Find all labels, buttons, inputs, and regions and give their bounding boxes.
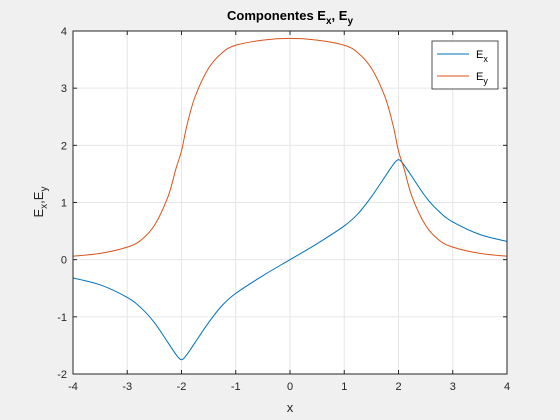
x-tick-label: 0 bbox=[287, 381, 293, 393]
x-tick-label: -3 bbox=[122, 381, 132, 393]
y-tick-label: 2 bbox=[61, 140, 67, 152]
x-tick-label: 4 bbox=[504, 381, 510, 393]
x-axis-label: x bbox=[287, 400, 294, 415]
tick-labels: -4 -3 -2 -1 0 1 2 3 4 -2 -1 0 1 2 3 4 bbox=[57, 26, 510, 393]
y-axis-label: Ex,Ey bbox=[31, 187, 50, 218]
x-tick-label: -1 bbox=[231, 381, 241, 393]
x-tick-label: 2 bbox=[395, 381, 401, 393]
tick-marks bbox=[72, 30, 508, 375]
chart-title-sub-x: x bbox=[326, 16, 332, 27]
y-tick-label: -2 bbox=[57, 369, 67, 381]
y-tick-label: 3 bbox=[61, 83, 67, 95]
legend-box bbox=[431, 40, 499, 90]
y-tick-label: -1 bbox=[57, 312, 67, 324]
y-tick-label: 0 bbox=[61, 255, 67, 267]
legend[interactable]: Ex Ey bbox=[431, 40, 499, 90]
legend-label-ey: Ey bbox=[476, 71, 488, 86]
x-tick-label: 1 bbox=[341, 381, 347, 393]
x-tick-label: -2 bbox=[177, 381, 187, 393]
x-tick-label: 3 bbox=[450, 381, 456, 393]
legend-label-ex: Ex bbox=[476, 49, 488, 64]
y-tick-label: 1 bbox=[61, 198, 67, 210]
y-tick-label: 4 bbox=[61, 26, 67, 38]
series-line-ex bbox=[72, 159, 508, 361]
series-line-ey bbox=[72, 37, 508, 257]
series-layer bbox=[72, 37, 508, 361]
chart-title-sub-y: y bbox=[347, 16, 353, 27]
x-tick-label: -4 bbox=[68, 381, 78, 393]
chart-title: Componentes Ex, Ey bbox=[227, 8, 353, 27]
